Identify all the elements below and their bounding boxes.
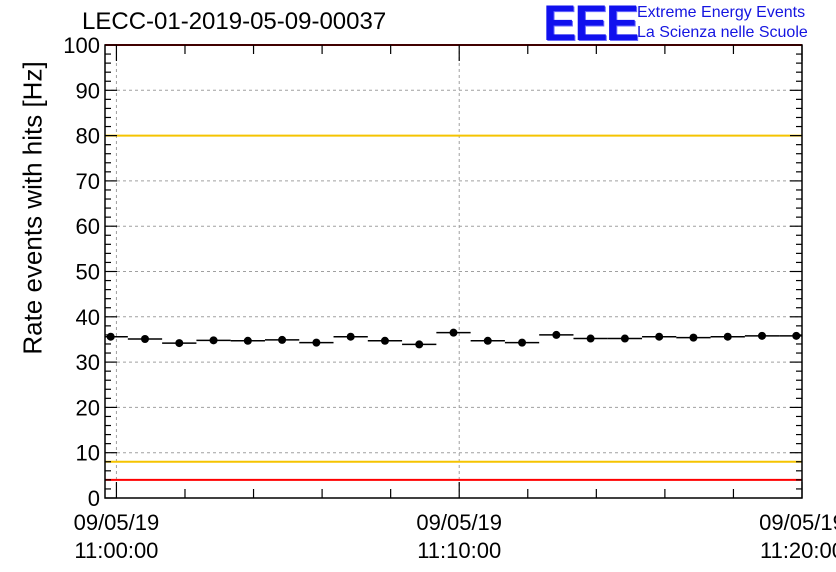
data-point [723, 332, 732, 341]
data-point [552, 330, 561, 339]
data-point [243, 336, 252, 345]
data-point [346, 332, 355, 341]
data-point [209, 336, 218, 345]
axis-ticks [105, 44, 803, 499]
y-tick-label: 100 [63, 33, 100, 58]
x-tick-label-time: 11:20:00 [760, 538, 836, 563]
data-point [792, 331, 801, 340]
data-point [483, 336, 492, 345]
data-point [518, 338, 527, 347]
y-tick-label: 60 [76, 214, 100, 239]
eee-logo: EEE [543, 0, 639, 51]
data-point [415, 340, 424, 349]
y-tick-label: 40 [76, 305, 100, 330]
data-point [758, 331, 767, 340]
data-point [140, 334, 149, 343]
x-tick-label-time: 11:00:00 [74, 538, 158, 563]
data-point [620, 334, 629, 343]
y-tick-labels: 0 10 20 30 40 50 60 70 80 90 100 [63, 33, 100, 511]
x-tick-label-date: 09/05/19 [74, 510, 160, 535]
x-tick-label-date: 09/05/19 [416, 510, 502, 535]
y-tick-label: 20 [76, 395, 100, 420]
data-point [449, 328, 458, 337]
y-tick-label: 30 [76, 350, 100, 375]
data-point [689, 333, 698, 342]
y-tick-label: 80 [76, 124, 100, 149]
x-tick-label-time: 11:10:00 [417, 538, 501, 563]
chart-title: LECC-01-2019-05-09-00037 [82, 8, 387, 35]
data-point [312, 338, 321, 347]
logo-line-2: La Scienza nelle Scuole [637, 24, 808, 41]
x-tick-label-date: 09/05/19 [759, 510, 836, 535]
data-point [175, 339, 184, 348]
data-point [655, 332, 664, 341]
data-point [586, 334, 595, 343]
grid-lines [105, 45, 802, 498]
logo-line-1: Extreme Energy Events [637, 4, 806, 21]
reference-lines [105, 44, 802, 481]
y-tick-label: 10 [76, 441, 100, 466]
y-tick-label: 50 [76, 260, 100, 285]
data-point [278, 335, 287, 344]
y-tick-label: 70 [76, 169, 100, 194]
y-axis-label: Rate events with hits [Hz] [17, 61, 48, 355]
data-points [105, 328, 802, 349]
x-tick-labels: 09/05/19 11:00:00 09/05/19 11:10:00 09/05/19… [74, 510, 836, 563]
y-tick-label: 90 [76, 78, 100, 103]
data-point [106, 332, 115, 341]
data-point [380, 336, 389, 345]
y-tick-label: 0 [88, 486, 100, 511]
